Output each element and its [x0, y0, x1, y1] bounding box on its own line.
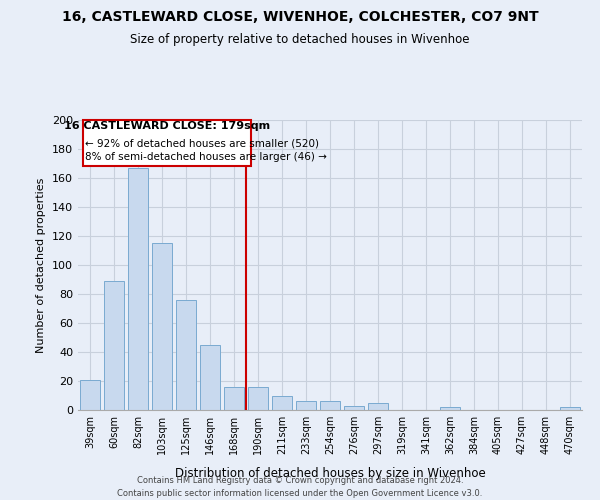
Bar [320, 402, 340, 410]
Text: ← 92% of detached houses are smaller (520): ← 92% of detached houses are smaller (52… [85, 139, 319, 149]
Bar [104, 281, 124, 410]
Bar [224, 387, 244, 410]
Bar [296, 402, 316, 410]
Bar [152, 244, 172, 410]
Bar [200, 345, 220, 410]
Text: Size of property relative to detached houses in Wivenhoe: Size of property relative to detached ho… [130, 32, 470, 46]
Bar [248, 387, 268, 410]
Text: Distribution of detached houses by size in Wivenhoe: Distribution of detached houses by size … [175, 467, 485, 480]
Bar [128, 168, 148, 410]
Text: 16, CASTLEWARD CLOSE, WIVENHOE, COLCHESTER, CO7 9NT: 16, CASTLEWARD CLOSE, WIVENHOE, COLCHEST… [62, 10, 538, 24]
Bar [80, 380, 100, 410]
Bar [560, 407, 580, 410]
Y-axis label: Number of detached properties: Number of detached properties [37, 178, 46, 352]
Text: Contains HM Land Registry data © Crown copyright and database right 2024.
Contai: Contains HM Land Registry data © Crown c… [118, 476, 482, 498]
Bar [176, 300, 196, 410]
Text: 8% of semi-detached houses are larger (46) →: 8% of semi-detached houses are larger (4… [85, 152, 327, 162]
Bar [272, 396, 292, 410]
Bar [344, 406, 364, 410]
Bar [440, 407, 460, 410]
FancyBboxPatch shape [83, 120, 251, 166]
Bar [368, 403, 388, 410]
Text: 16 CASTLEWARD CLOSE: 179sqm: 16 CASTLEWARD CLOSE: 179sqm [64, 122, 270, 132]
